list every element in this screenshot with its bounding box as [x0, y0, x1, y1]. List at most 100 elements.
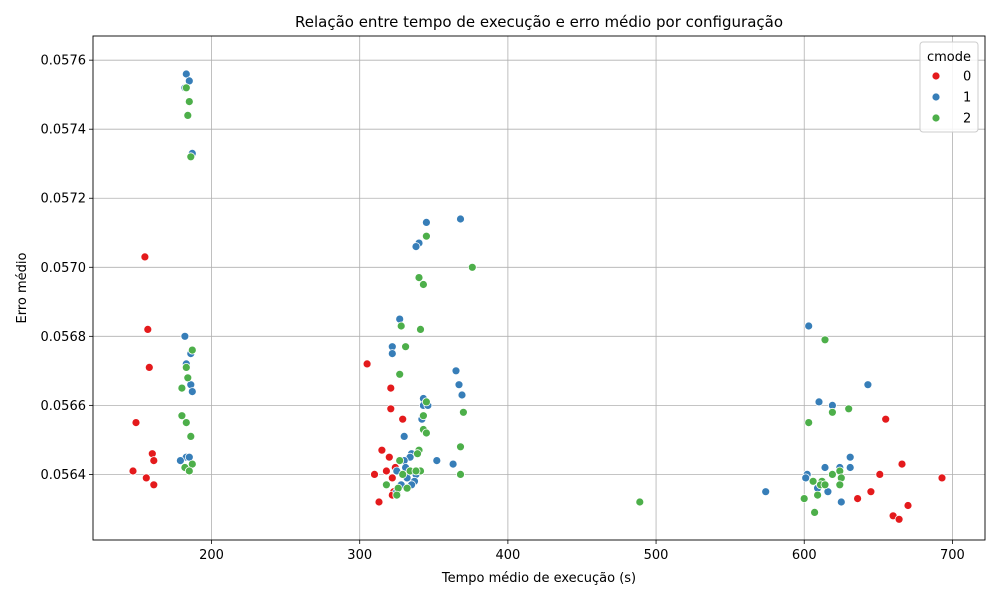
- legend-label: 1: [963, 91, 971, 106]
- x-tick-label: 400: [495, 548, 520, 563]
- data-point-cmode-0: [362, 359, 372, 369]
- data-point-cmode-0: [398, 414, 408, 424]
- data-point-cmode-0: [387, 473, 397, 483]
- data-point-cmode-1: [454, 380, 464, 390]
- legend-box: [919, 41, 979, 133]
- y-tick-label: 0.0570: [41, 261, 87, 276]
- y-tick-label: 0.0568: [41, 330, 87, 345]
- data-point-cmode-1: [761, 487, 771, 497]
- data-point-cmode-2: [181, 362, 191, 372]
- data-point-cmode-2: [418, 411, 428, 421]
- data-point-cmode-2: [810, 508, 819, 517]
- x-axis-label: Tempo médio de execução (s): [441, 571, 636, 586]
- data-point-cmode-2: [395, 456, 405, 466]
- data-point-cmode-1: [411, 242, 421, 252]
- data-point-cmode-2: [413, 449, 422, 459]
- data-point-cmode-2: [828, 469, 837, 479]
- data-point-cmode-0: [131, 418, 141, 428]
- data-point-cmode-0: [143, 324, 153, 334]
- plot-frame: [92, 35, 986, 541]
- data-point-cmode-0: [937, 473, 947, 483]
- data-point-cmode-2: [804, 418, 814, 428]
- data-point-cmode-2: [799, 494, 809, 504]
- data-point-cmode-1: [820, 463, 830, 472]
- data-point-cmode-2: [187, 345, 197, 355]
- data-point-cmode-2: [181, 418, 191, 428]
- data-point-cmode-2: [184, 97, 194, 106]
- data-point-cmode-2: [395, 369, 405, 379]
- data-point-cmode-2: [402, 483, 412, 493]
- data-point-cmode-2: [808, 476, 818, 486]
- y-tick-label: 0.0574: [41, 123, 87, 138]
- data-point-cmode-1: [801, 473, 811, 483]
- y-tick-label: 0.0572: [41, 192, 87, 207]
- data-point-cmode-2: [458, 407, 468, 417]
- data-point-cmode-1: [836, 497, 846, 507]
- data-point-cmode-2: [414, 273, 424, 283]
- legend: cmode 0 1 2: [919, 41, 979, 133]
- data-point-cmode-2: [401, 342, 411, 352]
- data-point-cmode-0: [370, 469, 379, 479]
- legend-entries: 0 1 2: [931, 70, 971, 127]
- data-point-cmode-2: [392, 490, 402, 500]
- data-point-cmode-1: [814, 397, 824, 407]
- data-point-cmode-0: [386, 404, 396, 414]
- data-point-cmode-0: [377, 445, 387, 455]
- data-point-cmode-0: [381, 466, 391, 476]
- y-tick-label: 0.0576: [41, 54, 87, 69]
- data-point-cmode-0: [141, 473, 151, 483]
- data-point-cmode-0: [897, 459, 907, 469]
- data-point-cmode-2: [396, 321, 406, 331]
- data-point-cmode-1: [863, 380, 873, 390]
- data-point-cmode-2: [381, 480, 391, 490]
- axis-ticks: 200 300 400 500 600 700 0.0564 0.0566 0.0568 0.05…: [41, 54, 965, 563]
- data-point-cmode-0: [128, 466, 138, 476]
- data-point-cmode-1: [187, 387, 197, 397]
- data-point-cmode-2: [398, 469, 408, 479]
- data-point-cmode-2: [635, 497, 645, 507]
- legend-label: 0: [963, 70, 971, 85]
- data-point-cmode-1: [448, 459, 458, 469]
- x-tick-label: 700: [940, 548, 965, 563]
- data-point-cmode-2: [181, 83, 191, 93]
- data-point-cmode-1: [387, 349, 397, 359]
- data-point-cmode-0: [894, 514, 904, 524]
- data-point-cmode-0: [386, 383, 396, 393]
- data-point-cmode-2: [183, 111, 193, 120]
- data-point-cmode-0: [384, 452, 394, 462]
- data-points: [128, 69, 947, 524]
- legend-marker: [931, 113, 941, 123]
- data-point-cmode-2: [186, 431, 196, 441]
- data-point-cmode-0: [144, 362, 154, 372]
- data-point-cmode-2: [184, 466, 194, 476]
- data-point-cmode-2: [467, 262, 477, 272]
- data-point-cmode-1: [845, 452, 855, 462]
- data-point-cmode-0: [140, 252, 150, 262]
- data-point-cmode-2: [421, 397, 431, 407]
- data-point-cmode-2: [820, 480, 830, 490]
- y-tick-label: 0.0564: [41, 468, 87, 483]
- data-point-cmode-0: [374, 497, 384, 507]
- legend-marker: [931, 71, 941, 81]
- y-axis-label: Erro médio: [15, 252, 30, 323]
- data-point-cmode-0: [881, 414, 891, 424]
- data-point-cmode-2: [456, 442, 465, 452]
- x-tick-label: 600: [792, 548, 817, 563]
- y-tick-label: 0.0566: [41, 399, 87, 414]
- data-point-cmode-1: [845, 463, 855, 472]
- x-tick-label: 300: [347, 548, 372, 563]
- data-point-cmode-0: [903, 501, 913, 510]
- data-point-cmode-0: [866, 487, 876, 497]
- chart-title: Relação entre tempo de execução e erro m…: [295, 13, 783, 31]
- data-point-cmode-2: [820, 335, 830, 345]
- x-tick-label: 200: [199, 548, 224, 563]
- data-point-cmode-2: [177, 411, 187, 421]
- legend-title: cmode: [927, 50, 971, 65]
- data-point-cmode-1: [421, 217, 431, 227]
- data-point-cmode-2: [183, 373, 193, 383]
- data-point-cmode-2: [177, 383, 187, 393]
- data-point-cmode-1: [457, 390, 467, 400]
